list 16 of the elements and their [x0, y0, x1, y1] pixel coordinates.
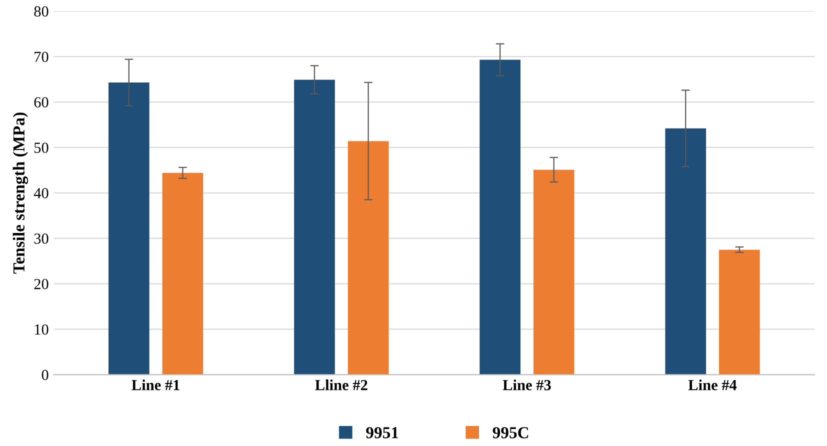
y-tick-label: 20: [34, 278, 48, 290]
y-axis-title: Tensile strength (MPa): [12, 112, 28, 274]
y-tick-label: 10: [34, 324, 48, 335]
y-tick-label: 30: [34, 233, 48, 244]
legend-label: 995C: [492, 427, 528, 438]
y-tick-label: 60: [34, 97, 48, 108]
y-tick-label: 50: [34, 142, 48, 153]
x-tick-label: Lline #2: [315, 380, 368, 390]
x-tick-label: Line #1: [132, 380, 180, 390]
legend-label: 9951: [366, 427, 398, 438]
y-tick-label: 80: [34, 6, 48, 17]
y-tick-label: 40: [34, 188, 48, 198]
x-tick-label: Line #4: [688, 380, 737, 390]
y-tick-label: 0: [42, 370, 48, 380]
y-tick-label: 70: [34, 52, 48, 62]
x-tick-label: Line #3: [502, 380, 551, 390]
